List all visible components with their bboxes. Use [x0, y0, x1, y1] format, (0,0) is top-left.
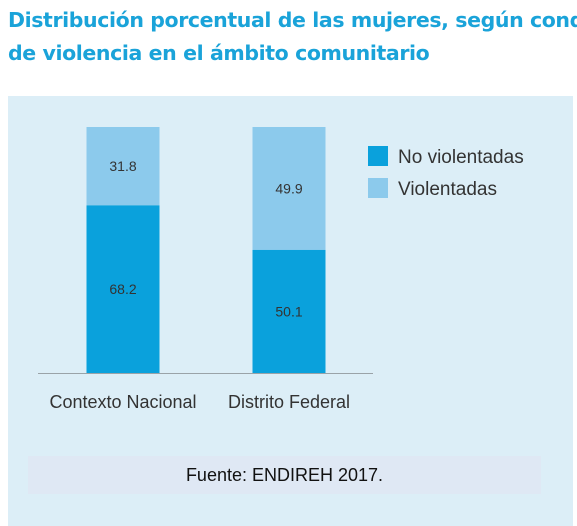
chart-title: Distribución porcentual de las mujeres, …	[8, 4, 577, 70]
data-label-no-violentadas-1: 68.2	[109, 281, 136, 297]
bar-violentadas-1	[86, 127, 160, 206]
source-note: Fuente: ENDIREH 2017.	[28, 456, 541, 494]
x-tick-label-1: Contexto Nacional	[49, 392, 196, 412]
bar-no-violentadas-1	[86, 205, 160, 373]
legend-swatch-violentadas	[368, 178, 388, 198]
legend-label-no-violentadas: No violentadas	[398, 147, 524, 168]
chart-title-line-2: de violencia en el ámbito comunitario	[8, 41, 430, 65]
bar-violentadas-2	[252, 127, 326, 250]
legend-swatch-no-violentadas	[368, 146, 388, 166]
legend-label-violentadas: Violentadas	[398, 179, 497, 200]
data-label-no-violentadas-2: 50.1	[275, 303, 302, 319]
data-label-violentadas-1: 31.8	[109, 158, 136, 174]
chart-title-line-1: Distribución porcentual de las mujeres, …	[8, 8, 577, 32]
bar-no-violentadas-2	[252, 249, 326, 373]
data-label-violentadas-2: 49.9	[275, 180, 302, 196]
x-tick-label-2: Distrito Federal	[228, 392, 350, 412]
